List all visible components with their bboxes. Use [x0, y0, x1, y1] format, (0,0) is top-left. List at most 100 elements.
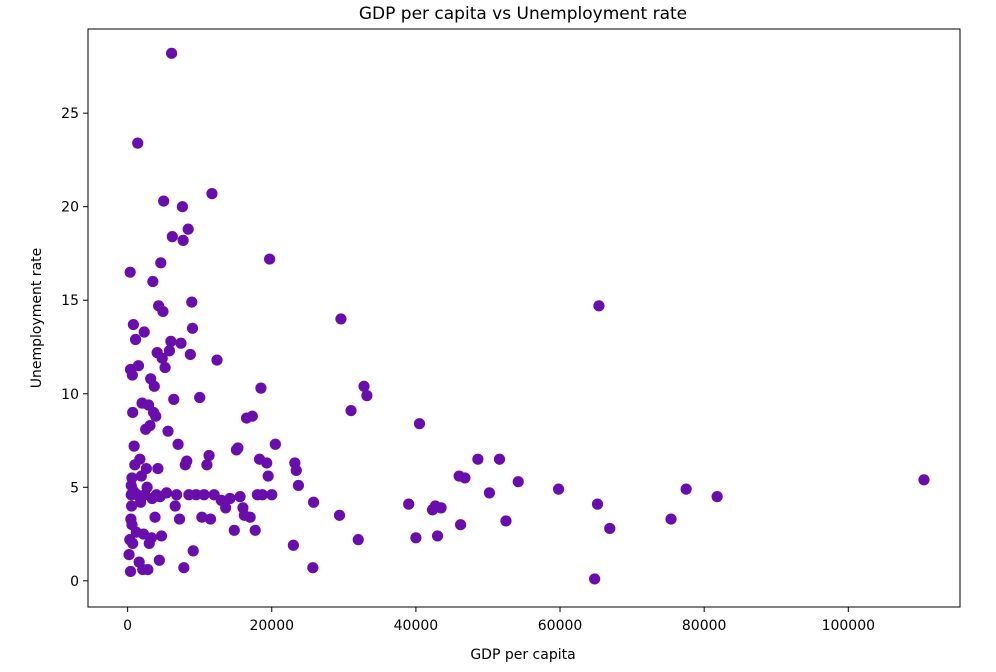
data-point — [198, 489, 210, 501]
data-point — [256, 489, 268, 501]
data-point — [148, 380, 160, 392]
data-point — [127, 537, 139, 550]
data-point — [403, 498, 415, 510]
data-point — [149, 511, 161, 523]
data-point — [190, 489, 202, 501]
data-point — [127, 318, 140, 331]
data-point — [132, 137, 144, 149]
data-point — [153, 554, 165, 566]
chart-title: GDP per capita vs Unemployment rate — [359, 4, 687, 24]
data-point — [140, 462, 152, 475]
data-point — [201, 459, 213, 471]
data-point — [290, 464, 302, 477]
data-point — [345, 404, 357, 417]
data-point — [500, 515, 512, 527]
data-point — [435, 502, 447, 514]
data-point — [157, 305, 169, 318]
data-point — [211, 354, 223, 366]
data-point — [162, 425, 174, 437]
data-point — [141, 481, 153, 493]
x-axis-label: GDP per capita — [470, 647, 575, 663]
data-point — [181, 455, 193, 467]
data-point — [255, 382, 267, 394]
data-point — [249, 524, 261, 536]
data-point — [261, 457, 273, 469]
data-point — [132, 360, 145, 372]
x-tick-label: 40000 — [394, 618, 439, 634]
data-point — [361, 390, 373, 402]
data-point — [512, 476, 524, 488]
x-tick-label: 0 — [123, 618, 132, 634]
data-point — [138, 326, 150, 338]
data-point — [287, 539, 299, 551]
data-point — [178, 562, 190, 574]
data-point — [123, 549, 135, 561]
y-tick-label: 5 — [70, 480, 79, 496]
data-point — [918, 474, 930, 486]
data-point — [232, 442, 244, 454]
data-point — [307, 496, 320, 508]
y-axis-label: Unemployment rate — [29, 248, 45, 389]
data-point — [155, 530, 168, 542]
data-point — [184, 348, 196, 361]
data-point — [177, 234, 189, 246]
data-point — [358, 380, 370, 392]
data-point — [124, 266, 136, 278]
data-point — [196, 511, 208, 523]
data-point — [126, 472, 138, 484]
data-point — [224, 492, 236, 505]
data-point — [431, 530, 444, 542]
x-tick-label: 60000 — [538, 618, 583, 634]
data-point — [155, 257, 167, 269]
plot-frame — [87, 28, 961, 608]
data-point — [413, 418, 426, 430]
data-point — [665, 513, 677, 525]
axis-ticks: 0 20000 40000 60000 80000 100000 0 5 10 15 20 25 — [61, 106, 875, 634]
data-point — [168, 393, 180, 405]
data-point — [307, 562, 319, 574]
data-point — [158, 195, 170, 207]
data-point — [335, 313, 347, 325]
data-point — [163, 345, 176, 357]
data-point — [266, 489, 278, 501]
data-point — [152, 462, 164, 475]
data-point — [173, 513, 186, 525]
data-point — [680, 483, 692, 495]
data-point — [483, 487, 496, 499]
y-tick-label: 10 — [61, 387, 79, 403]
data-point — [166, 231, 178, 243]
data-point — [246, 410, 258, 422]
data-point — [186, 296, 198, 308]
data-point — [204, 513, 217, 525]
data-point — [165, 47, 178, 59]
data-point — [187, 545, 199, 557]
y-tick-label: 15 — [61, 293, 79, 309]
data-point — [244, 511, 256, 523]
data-point — [459, 472, 471, 484]
data-point — [182, 223, 194, 235]
data-point — [176, 201, 189, 213]
data-point — [128, 440, 140, 452]
data-point — [292, 479, 305, 492]
data-point — [410, 532, 422, 544]
data-point — [171, 489, 183, 501]
data-point — [150, 410, 162, 422]
x-tick-label: 80000 — [682, 618, 727, 634]
data-point — [220, 502, 232, 514]
data-point — [552, 483, 565, 495]
data-point — [352, 534, 364, 546]
data-point — [493, 453, 506, 465]
x-tick-label: 20000 — [249, 618, 294, 634]
y-tick-label: 0 — [70, 574, 79, 590]
data-point — [593, 300, 605, 312]
data-point — [156, 352, 168, 364]
data-point — [262, 470, 274, 482]
data-point — [264, 253, 276, 265]
data-point — [454, 519, 467, 531]
y-tick-label: 25 — [61, 106, 79, 122]
data-point — [203, 449, 215, 462]
data-point — [194, 391, 206, 404]
data-point — [269, 438, 281, 450]
data-point — [333, 509, 346, 521]
